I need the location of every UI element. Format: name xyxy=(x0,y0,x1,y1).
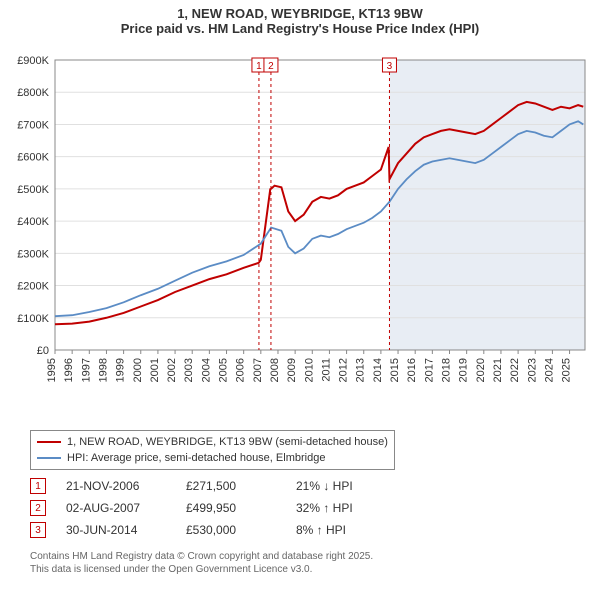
title-block: 1, NEW ROAD, WEYBRIDGE, KT13 9BW Price p… xyxy=(0,0,600,36)
y-tick-label: £300K xyxy=(17,248,49,260)
y-tick-label: £900K xyxy=(17,55,49,67)
x-tick-label: 1998 xyxy=(97,358,109,382)
x-tick-label: 2017 xyxy=(423,358,435,382)
y-tick-label: £500K xyxy=(17,184,49,196)
x-tick-label: 2018 xyxy=(440,358,452,382)
sale-date: 30-JUN-2014 xyxy=(66,523,166,537)
x-tick-label: 2025 xyxy=(561,358,573,382)
sale-marker-box: 3 xyxy=(30,522,46,538)
y-tick-label: £600K xyxy=(17,152,49,164)
x-tick-label: 2000 xyxy=(132,358,144,382)
x-tick-label: 2005 xyxy=(218,358,230,382)
sale-diff: 32% ↑ HPI xyxy=(296,501,386,515)
sales-row: 3 30-JUN-2014 £530,000 8% ↑ HPI xyxy=(30,519,386,541)
x-tick-label: 2014 xyxy=(372,358,384,382)
x-tick-label: 2010 xyxy=(303,358,315,382)
x-tick-label: 2013 xyxy=(355,358,367,382)
page-root: 1, NEW ROAD, WEYBRIDGE, KT13 9BW Price p… xyxy=(0,0,600,590)
sale-price: £530,000 xyxy=(186,523,276,537)
x-tick-label: 2022 xyxy=(509,358,521,382)
sale-price: £499,950 xyxy=(186,501,276,515)
chart-svg: £0 £100K £200K £300K £400K £500K £600K £700K £80… xyxy=(10,50,590,410)
x-tick-label: 1995 xyxy=(46,358,58,382)
attribution: Contains HM Land Registry data © Crown c… xyxy=(30,550,373,576)
x-tick-label: 2004 xyxy=(200,358,212,382)
sale-marker-label: 2 xyxy=(268,61,274,72)
x-tick-label: 2008 xyxy=(269,358,281,382)
title-address: 1, NEW ROAD, WEYBRIDGE, KT13 9BW xyxy=(0,6,600,21)
x-tick-label: 2019 xyxy=(458,358,470,382)
attribution-line1: Contains HM Land Registry data © Crown c… xyxy=(30,550,373,563)
sale-date: 02-AUG-2007 xyxy=(66,501,166,515)
chart: £0 £100K £200K £300K £400K £500K £600K £700K £80… xyxy=(10,50,590,410)
x-tick-label: 1999 xyxy=(115,358,127,382)
sales-row: 2 02-AUG-2007 £499,950 32% ↑ HPI xyxy=(30,497,386,519)
x-tick-label: 2009 xyxy=(286,358,298,382)
sale-marker-label: 1 xyxy=(256,61,262,72)
x-tick-label: 2021 xyxy=(492,358,504,382)
x-tick-label: 1997 xyxy=(80,358,92,382)
title-subtitle: Price paid vs. HM Land Registry's House … xyxy=(0,21,600,36)
x-tick-label: 2007 xyxy=(252,358,264,382)
legend-row: 1, NEW ROAD, WEYBRIDGE, KT13 9BW (semi-d… xyxy=(37,434,388,450)
x-tick-label: 2002 xyxy=(166,358,178,382)
sale-diff: 8% ↑ HPI xyxy=(296,523,386,537)
y-tick-label: £800K xyxy=(17,87,49,99)
legend: 1, NEW ROAD, WEYBRIDGE, KT13 9BW (semi-d… xyxy=(30,430,395,470)
x-tick-label: 2006 xyxy=(235,358,247,382)
x-tick-label: 2003 xyxy=(183,358,195,382)
legend-label: 1, NEW ROAD, WEYBRIDGE, KT13 9BW (semi-d… xyxy=(67,436,388,448)
sale-marker-label: 3 xyxy=(387,61,393,72)
y-tick-label: £200K xyxy=(17,281,49,293)
legend-swatch xyxy=(37,457,61,459)
legend-label: HPI: Average price, semi-detached house,… xyxy=(67,452,325,464)
y-tick-label: £100K xyxy=(17,313,49,325)
x-tick-label: 2011 xyxy=(320,358,332,382)
sale-marker-box: 2 xyxy=(30,500,46,516)
legend-row: HPI: Average price, semi-detached house,… xyxy=(37,450,388,466)
y-tick-label: £700K xyxy=(17,119,49,131)
sale-diff: 21% ↓ HPI xyxy=(296,479,386,493)
x-tick-label: 2023 xyxy=(526,358,538,382)
sales-table: 1 21-NOV-2006 £271,500 21% ↓ HPI 2 02-AUG-200… xyxy=(30,475,386,541)
legend-swatch xyxy=(37,441,61,443)
sale-marker-box: 1 xyxy=(30,478,46,494)
x-tick-label: 2020 xyxy=(475,358,487,382)
x-tick-label: 2015 xyxy=(389,358,401,382)
x-tick-label: 2012 xyxy=(338,358,350,382)
x-tick-label: 2001 xyxy=(149,358,161,382)
x-tick-label: 2016 xyxy=(406,358,418,382)
x-tick-label: 1996 xyxy=(63,358,75,382)
sales-row: 1 21-NOV-2006 £271,500 21% ↓ HPI xyxy=(30,475,386,497)
sale-price: £271,500 xyxy=(186,479,276,493)
y-tick-label: £0 xyxy=(37,345,49,357)
x-tick-label: 2024 xyxy=(543,358,555,382)
attribution-line2: This data is licensed under the Open Gov… xyxy=(30,563,373,576)
y-tick-label: £400K xyxy=(17,216,49,228)
sale-date: 21-NOV-2006 xyxy=(66,479,166,493)
